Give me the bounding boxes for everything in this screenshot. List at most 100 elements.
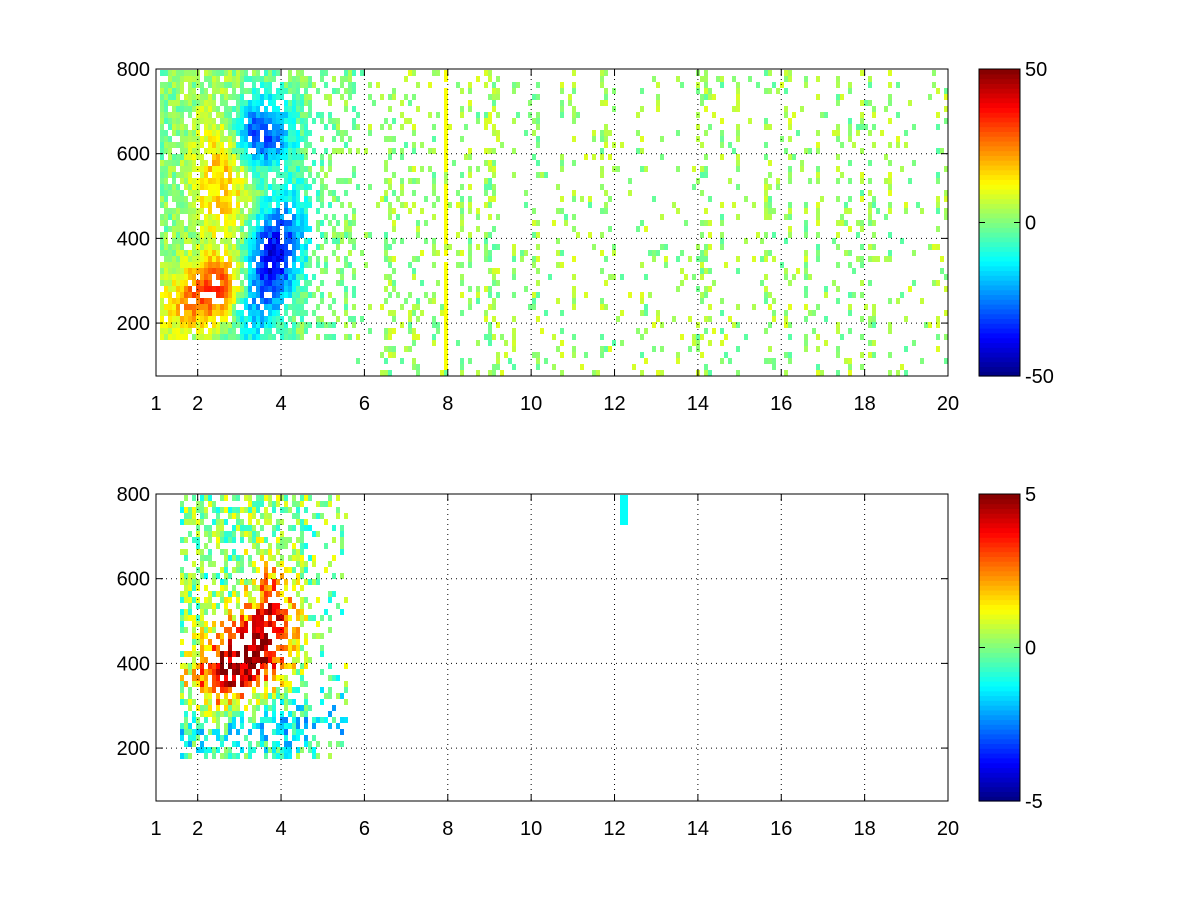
heatmap-cell: [272, 160, 276, 166]
heatmap-cell: [392, 136, 396, 142]
heatmap-cell: [264, 304, 268, 310]
heatmap-cell: [256, 531, 260, 537]
heatmap-cell: [688, 346, 692, 352]
heatmap-cell: [200, 166, 204, 172]
heatmap-cell: [188, 723, 192, 729]
heatmap-cell: [864, 304, 868, 310]
heatmap-cell: [236, 741, 240, 747]
heatmap-cell: [308, 184, 312, 190]
heatmap-cell: [304, 190, 308, 196]
heatmap-cell: [260, 555, 264, 561]
heatmap-cell: [252, 298, 256, 304]
heatmap-cell: [276, 633, 280, 639]
heatmap-cell: [216, 154, 220, 160]
heatmap-cell: [216, 244, 220, 250]
heatmap-cell: [260, 537, 264, 543]
heatmap-cell: [284, 190, 288, 196]
heatmap-cell: [176, 304, 180, 310]
heatmap-cell: [484, 310, 488, 316]
heatmap-cell: [804, 262, 808, 268]
heatmap-cell: [276, 136, 280, 142]
heatmap-cell: [708, 196, 712, 202]
heatmap-cell: [252, 160, 256, 166]
heatmap-cell: [896, 370, 900, 376]
heatmap-cell: [848, 292, 852, 298]
heatmap-cell: [816, 244, 820, 250]
heatmap-cell: [768, 208, 772, 214]
heatmap-cell: [204, 585, 208, 591]
heatmap-cell: [208, 699, 212, 705]
heatmap-cell: [184, 507, 188, 513]
heatmap-cell: [532, 262, 536, 268]
heatmap-cell: [304, 495, 308, 501]
heatmap-cell: [236, 106, 240, 112]
heatmap-cell: [636, 130, 640, 136]
heatmap-cell: [592, 370, 596, 376]
heatmap-cell: [592, 130, 596, 136]
heatmap-cell: [248, 226, 252, 232]
heatmap-cell: [284, 597, 288, 603]
heatmap-cell: [196, 723, 200, 729]
heatmap-cell: [256, 190, 260, 196]
colorbar-segment: [979, 503, 1020, 509]
heatmap-cell: [196, 184, 200, 190]
heatmap-cell: [296, 118, 300, 124]
heatmap-cell: [308, 603, 312, 609]
heatmap-cell: [200, 621, 204, 627]
heatmap-cell: [936, 202, 940, 208]
heatmap-cell: [332, 573, 336, 579]
heatmap-cell: [160, 268, 164, 274]
heatmap-cell: [292, 292, 296, 298]
colorbar-segment: [979, 589, 1020, 596]
heatmap-cell: [336, 693, 340, 699]
heatmap-cell: [296, 178, 300, 184]
heatmap-cell: [844, 208, 848, 214]
heatmap-cell: [600, 184, 604, 190]
heatmap-cell: [848, 124, 852, 130]
heatmap-cell: [320, 513, 324, 519]
heatmap-cell: [704, 166, 708, 172]
heatmap-cell: [280, 298, 284, 304]
heatmap-cell: [624, 507, 628, 513]
heatmap-cell: [252, 639, 256, 645]
heatmap-cell: [220, 699, 224, 705]
heatmap-cell: [264, 124, 268, 130]
heatmap-cell: [400, 124, 404, 130]
heatmap-cell: [280, 615, 284, 621]
heatmap-cell: [344, 262, 348, 268]
heatmap-cell: [240, 184, 244, 190]
heatmap-cell: [244, 70, 248, 76]
heatmap-cell: [936, 244, 940, 250]
heatmap-cell: [444, 358, 448, 364]
heatmap-cell: [388, 280, 392, 286]
heatmap-cell: [192, 717, 196, 723]
heatmap-cell: [292, 100, 296, 106]
heatmap-cell: [352, 208, 356, 214]
heatmap-cell: [180, 166, 184, 172]
heatmap-cell: [836, 352, 840, 358]
heatmap-cell: [240, 124, 244, 130]
heatmap-cell: [300, 148, 304, 154]
heatmap-cell: [204, 88, 208, 94]
heatmap-cell: [532, 208, 536, 214]
heatmap-cell: [836, 124, 840, 130]
heatmap-cell: [204, 334, 208, 340]
heatmap-cell: [276, 70, 280, 76]
heatmap-cell: [164, 232, 168, 238]
heatmap-cell: [184, 298, 188, 304]
heatmap-cell: [260, 232, 264, 238]
colorbar-segment: [979, 318, 1020, 324]
heatmap-cell: [248, 208, 252, 214]
heatmap-cell: [204, 687, 208, 693]
heatmap-cell: [264, 106, 268, 112]
heatmap-cell: [296, 268, 300, 274]
colorbar-segment: [979, 767, 1020, 773]
heatmap-cell: [252, 316, 256, 322]
heatmap-cell: [208, 118, 212, 124]
heatmap-cell: [392, 172, 396, 178]
heatmap-cell: [160, 136, 164, 142]
heatmap-cell: [292, 735, 296, 741]
heatmap-cell: [284, 675, 288, 681]
heatmap-cell: [636, 112, 640, 118]
heatmap-cell: [196, 100, 200, 106]
